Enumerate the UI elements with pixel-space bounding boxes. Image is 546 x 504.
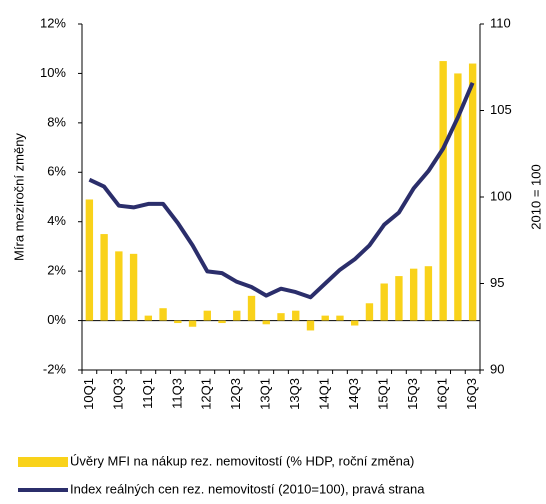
x-tick-label: 12Q1 — [199, 378, 214, 410]
y-tick-label: 6% — [47, 164, 66, 179]
y-tick-label: 4% — [47, 213, 66, 228]
bar — [380, 283, 388, 321]
bar — [129, 253, 138, 321]
y-tick-label: 10% — [40, 65, 66, 80]
bar — [365, 303, 374, 321]
y-tick-label: 0% — [47, 312, 66, 327]
bar — [174, 320, 182, 324]
legend-label: Index reálných cen rez. nemovitostí (201… — [70, 481, 425, 496]
x-tick-label: 13Q3 — [287, 378, 302, 410]
y2-tick-label: 100 — [490, 188, 512, 203]
bar — [454, 73, 462, 321]
x-tick-label: 14Q3 — [346, 378, 361, 410]
x-tick-label: 11Q1 — [140, 378, 155, 409]
y-tick-label: 12% — [40, 15, 66, 30]
y2-tick-label: 90 — [490, 361, 504, 376]
bar — [218, 320, 226, 324]
bar — [468, 63, 477, 321]
bar — [159, 308, 167, 321]
x-tick-label: 15Q3 — [405, 378, 420, 410]
bar — [292, 310, 300, 321]
x-tick-label: 13Q1 — [258, 378, 273, 410]
bar — [409, 268, 418, 321]
bar — [247, 295, 256, 321]
bar — [395, 276, 403, 321]
y2-tick-label: 95 — [490, 275, 504, 290]
y-axis-label: Míra meziroční změny — [11, 133, 26, 261]
y2-axis-label: 2010 = 100 — [528, 164, 543, 229]
bar — [85, 199, 94, 321]
bar — [203, 310, 211, 321]
bar — [306, 320, 315, 331]
x-tick-label: 11Q3 — [169, 378, 184, 409]
y-tick-label: 2% — [47, 263, 66, 278]
line — [88, 82, 475, 300]
bar — [144, 315, 153, 321]
y-tick-label: -2% — [43, 361, 67, 376]
bar — [321, 315, 329, 321]
bar — [277, 313, 285, 321]
x-tick-label: 15Q1 — [376, 378, 391, 410]
bar — [439, 61, 447, 321]
x-tick-label: 16Q1 — [435, 378, 450, 410]
bar — [188, 320, 197, 327]
bar — [336, 315, 344, 321]
bar — [115, 251, 123, 321]
y2-tick-label: 105 — [490, 102, 512, 117]
bar — [351, 320, 359, 326]
legend-label: Úvěry MFI na nákup rez. nemovitostí (% H… — [70, 453, 414, 468]
y2-tick-label: 110 — [490, 15, 511, 30]
x-tick-label: 14Q1 — [317, 378, 332, 410]
y-tick-label: 8% — [47, 114, 66, 129]
bar — [100, 234, 108, 321]
x-tick-label: 12Q3 — [228, 378, 243, 410]
bar — [233, 310, 241, 321]
bar — [424, 266, 433, 321]
x-tick-label: 16Q3 — [464, 378, 479, 410]
x-tick-label: 10Q1 — [81, 378, 96, 410]
x-tick-label: 10Q3 — [110, 378, 125, 410]
legend-swatch — [18, 457, 68, 467]
bar — [262, 320, 270, 325]
